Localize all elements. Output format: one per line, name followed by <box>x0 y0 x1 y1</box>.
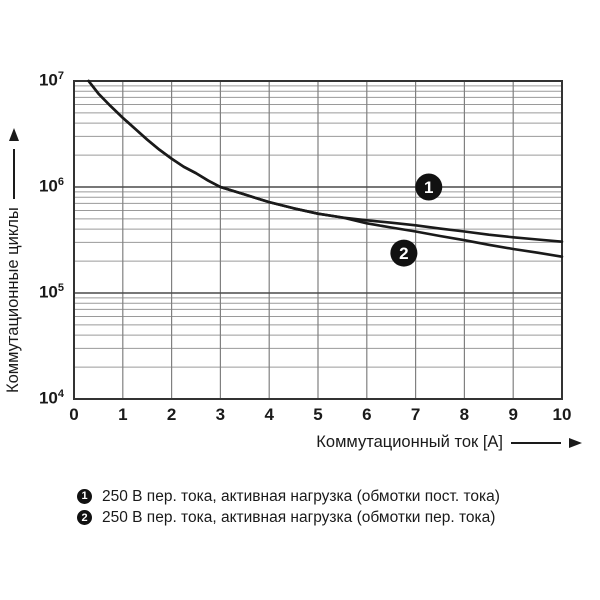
x-axis-arrow-icon <box>569 437 582 448</box>
x-axis-label-text: Коммутационный ток [A] <box>316 433 503 451</box>
x-tick-label: 7 <box>410 405 421 424</box>
curve-1 <box>87 79 564 243</box>
x-tick-label: 10 <box>552 405 572 424</box>
legend-text-2: 250 В пер. тока, активная нагрузка (обмо… <box>102 509 496 527</box>
plot-frame <box>73 80 563 400</box>
legend-badge-2-icon: 2 <box>77 510 92 526</box>
legend-item-1: 1 250 В пер. тока, активная нагрузка (об… <box>77 488 500 505</box>
y-axis-label: Коммутационные циклы <box>4 81 23 393</box>
y-tick-label: 105 <box>38 281 64 302</box>
x-tick-label: 6 <box>362 405 372 424</box>
x-tick-label: 9 <box>508 405 518 424</box>
x-tick-label: 2 <box>166 405 177 424</box>
x-axis-arrow-line <box>511 441 561 444</box>
curve-marker-2-label: 2 <box>399 244 408 263</box>
legend: 1 250 В пер. тока, активная нагрузка (об… <box>77 488 500 526</box>
x-tick-label: 1 <box>118 405 128 424</box>
legend-badge-1-icon: 1 <box>77 489 92 505</box>
x-tick-label: 5 <box>313 405 323 424</box>
curve-marker-1-label: 1 <box>424 178 433 197</box>
y-axis-arrow-icon <box>8 128 19 142</box>
y-tick-label: 106 <box>38 175 64 196</box>
x-tick-label: 8 <box>459 405 470 424</box>
curve-marker-2-icon <box>390 239 418 267</box>
legend-text-1: 250 В пер. тока, активная нагрузка (обмо… <box>102 488 500 505</box>
x-axis-label: Коммутационный ток [A] <box>0 433 582 452</box>
y-tick-label: 104 <box>38 387 64 408</box>
legend-item-2: 2 250 В пер. тока, активная нагрузка (об… <box>77 509 500 526</box>
x-tick-label: 0 <box>69 405 79 424</box>
y-axis-label-text: Коммутационные циклы <box>4 207 22 393</box>
y-tick-label: 107 <box>38 69 64 90</box>
x-tick-label: 4 <box>264 405 274 424</box>
y-axis-arrow-line <box>12 149 15 200</box>
curve-2 <box>87 79 564 259</box>
curve-marker-1-icon <box>415 173 443 201</box>
x-tick-label: 3 <box>215 405 226 424</box>
